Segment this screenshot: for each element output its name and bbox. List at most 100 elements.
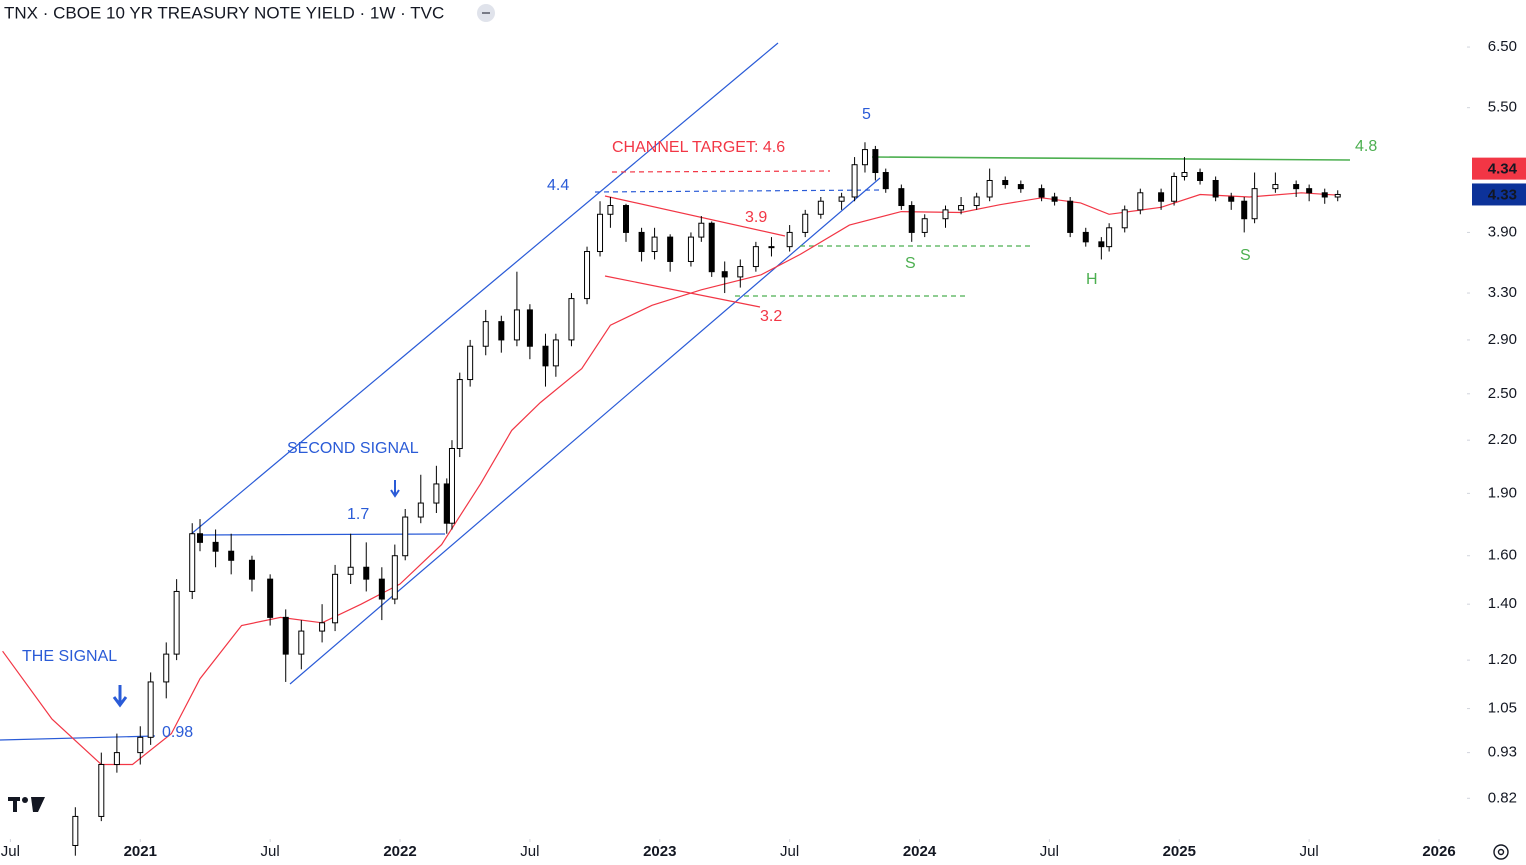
channel-lower <box>289 177 881 685</box>
candle <box>1321 188 1328 204</box>
candle <box>147 672 154 745</box>
candle-body <box>163 653 170 683</box>
candle-body <box>687 236 694 262</box>
candle <box>1181 157 1188 181</box>
candle <box>433 465 440 513</box>
candle <box>378 567 385 621</box>
candle-body <box>861 149 868 166</box>
candle-body <box>1171 175 1178 202</box>
price-badge <box>1472 157 1526 180</box>
candle-body <box>908 205 915 233</box>
logo <box>8 797 45 812</box>
candle <box>651 227 658 260</box>
candle-body <box>872 149 879 174</box>
candle <box>568 293 575 347</box>
candle-body <box>456 379 463 450</box>
candle-body <box>1098 241 1105 248</box>
candle-body <box>347 566 354 575</box>
candle-body <box>332 573 339 624</box>
candle-body <box>248 559 255 580</box>
candle-body <box>1272 184 1279 190</box>
x-tick-label: 2025 <box>1163 843 1196 860</box>
candle <box>347 533 354 585</box>
candle <box>872 145 879 181</box>
candle-body <box>552 339 559 367</box>
y-tick-label: 1.90 <box>1488 484 1517 501</box>
candle <box>1106 223 1113 252</box>
candle-body <box>1137 192 1144 211</box>
candle <box>197 519 204 552</box>
arrow <box>390 480 400 498</box>
plot-area <box>2 142 1341 856</box>
y-tick-label: 6.50 <box>1488 38 1517 55</box>
settings-icon[interactable] <box>1493 844 1509 860</box>
candle-body <box>568 298 575 341</box>
candle-body <box>898 188 905 207</box>
candle-body <box>467 345 474 381</box>
candle-body <box>1251 188 1258 220</box>
candle-body <box>1228 196 1235 202</box>
candle <box>1334 190 1341 202</box>
x-tick-label: 2022 <box>383 843 416 860</box>
candle <box>467 339 474 387</box>
candle <box>332 564 339 632</box>
wedge-line <box>604 275 761 308</box>
annotation: 0.98 <box>162 724 193 741</box>
annotation: 3.2 <box>760 308 782 325</box>
candle-body <box>1334 193 1341 198</box>
candle-body <box>1158 192 1165 202</box>
candle <box>298 620 305 670</box>
candle <box>363 542 370 592</box>
candle-body <box>513 309 520 341</box>
candle <box>698 216 705 242</box>
dashed-line <box>594 189 881 193</box>
candle <box>552 333 559 377</box>
y-tick-label: 1.40 <box>1488 595 1517 612</box>
candle-body <box>973 196 980 207</box>
candle-body <box>197 533 204 543</box>
candle-body <box>391 555 398 600</box>
candle <box>391 544 398 605</box>
y-tick-label: 2.20 <box>1488 431 1517 448</box>
candle <box>1121 205 1128 233</box>
candle <box>737 259 744 288</box>
candle <box>267 574 274 626</box>
candle-body <box>584 251 591 300</box>
dashed-line <box>611 170 831 173</box>
candle <box>1171 172 1178 206</box>
candle-body <box>542 345 549 367</box>
candle-body <box>1121 209 1128 229</box>
candle <box>1038 184 1045 202</box>
candle-body <box>817 200 824 215</box>
moving-average <box>2 192 1341 766</box>
y-tick-label: 5.50 <box>1488 99 1517 116</box>
candle-body <box>417 502 424 518</box>
candle-body <box>1181 172 1188 177</box>
candle-body <box>267 578 274 618</box>
candle <box>1197 168 1204 185</box>
candle-body <box>597 213 604 253</box>
annotation: CHANNEL TARGET: 4.6 <box>612 139 785 156</box>
neckline <box>871 156 1351 161</box>
candle <box>526 304 533 360</box>
candle <box>851 157 858 202</box>
candle <box>638 227 645 262</box>
candle <box>1067 196 1074 238</box>
y-tick-label: 2.50 <box>1488 385 1517 402</box>
candle-body <box>737 266 744 278</box>
x-tick-label: Jul <box>520 843 539 860</box>
candle <box>817 196 824 219</box>
candle <box>1272 172 1279 193</box>
candle <box>319 604 326 643</box>
candle <box>1098 237 1105 260</box>
candle-body <box>1038 188 1045 198</box>
candle-body <box>667 236 674 262</box>
price-badge-label: 4.33 <box>1488 186 1517 203</box>
candle <box>752 241 759 272</box>
candle-body <box>802 213 809 233</box>
candle <box>248 555 255 592</box>
x-tick-label: 2021 <box>124 843 157 860</box>
candle-body <box>1017 184 1024 190</box>
candle-body <box>98 764 105 817</box>
